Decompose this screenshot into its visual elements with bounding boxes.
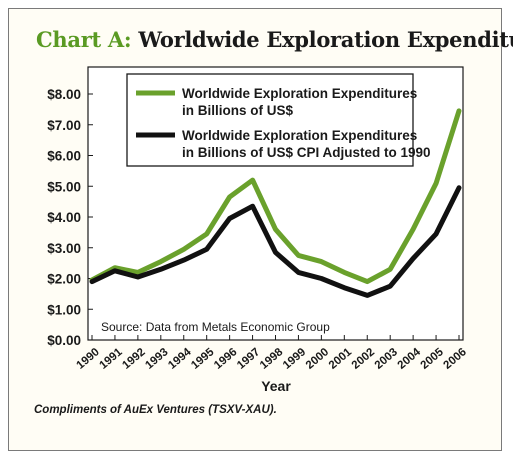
y-tick-label: $2.00 — [47, 272, 81, 287]
y-tick-label: $5.00 — [47, 179, 81, 194]
y-tick-label: $7.00 — [47, 118, 81, 133]
chart-title-main: Worldwide Exploration Expenditures — [138, 27, 513, 52]
x-tick-label: 1999 — [281, 346, 308, 372]
series-line-cpi-adjusted — [89, 185, 462, 298]
y-tick-label: $6.00 — [47, 149, 81, 164]
x-tick-label: 1997 — [235, 346, 262, 372]
legend-entry-text: Worldwide Exploration Expenditures — [182, 86, 417, 101]
x-axis-title: Year — [261, 378, 291, 394]
x-tick-label: 2005 — [419, 346, 447, 372]
x-tick-label: 1991 — [97, 346, 125, 372]
chart-title-prefix: Chart A: — [36, 27, 132, 52]
legend-entry-text: in Billions of US$ CPI Adjusted to 1990 — [182, 145, 431, 160]
y-tick-label: $1.00 — [47, 302, 81, 317]
x-tick-label: 2003 — [373, 346, 400, 372]
x-tick-label: 2000 — [304, 346, 331, 372]
x-tick-label: 1992 — [120, 346, 147, 372]
x-tick-label: 1993 — [143, 346, 170, 372]
chart-title: Chart A: Worldwide Exploration Expenditu… — [36, 27, 513, 52]
y-axis: $0.00 $1.00 $2.00 $3.00 $4.00 $5.00 $6.00 $7.00… — [47, 87, 93, 348]
legend-box — [126, 73, 414, 167]
series-line-nominal — [89, 108, 462, 285]
y-tick-label: $0.00 — [47, 333, 81, 348]
x-tick-label: 1996 — [212, 346, 239, 372]
source-annotation: Source: Data from Metals Economic Group — [101, 320, 330, 334]
x-tick-label: 1990 — [75, 346, 102, 372]
legend: Worldwide Exploration Expenditures in Bil… — [126, 73, 431, 167]
y-tick-label: $4.00 — [47, 210, 81, 225]
legend-entry-text: in Billions of US$ — [182, 103, 293, 118]
series-layer — [89, 108, 462, 298]
credit-line: Compliments of AuEx Ventures (TSXV-XAU). — [34, 404, 277, 416]
y-tick-label: $8.00 — [47, 87, 81, 102]
x-tick-label: 1998 — [258, 346, 286, 372]
legend-entry-text: Worldwide Exploration Expenditures — [182, 128, 417, 143]
x-tick-label: 2002 — [350, 346, 377, 372]
x-tick-label: 2006 — [442, 346, 469, 372]
x-tick-label: 2004 — [396, 346, 424, 372]
x-tick-label: 1995 — [189, 346, 217, 372]
x-tick-label: 2001 — [327, 346, 355, 372]
y-tick-label: $3.00 — [47, 241, 81, 256]
x-tick-label: 1994 — [166, 346, 194, 372]
